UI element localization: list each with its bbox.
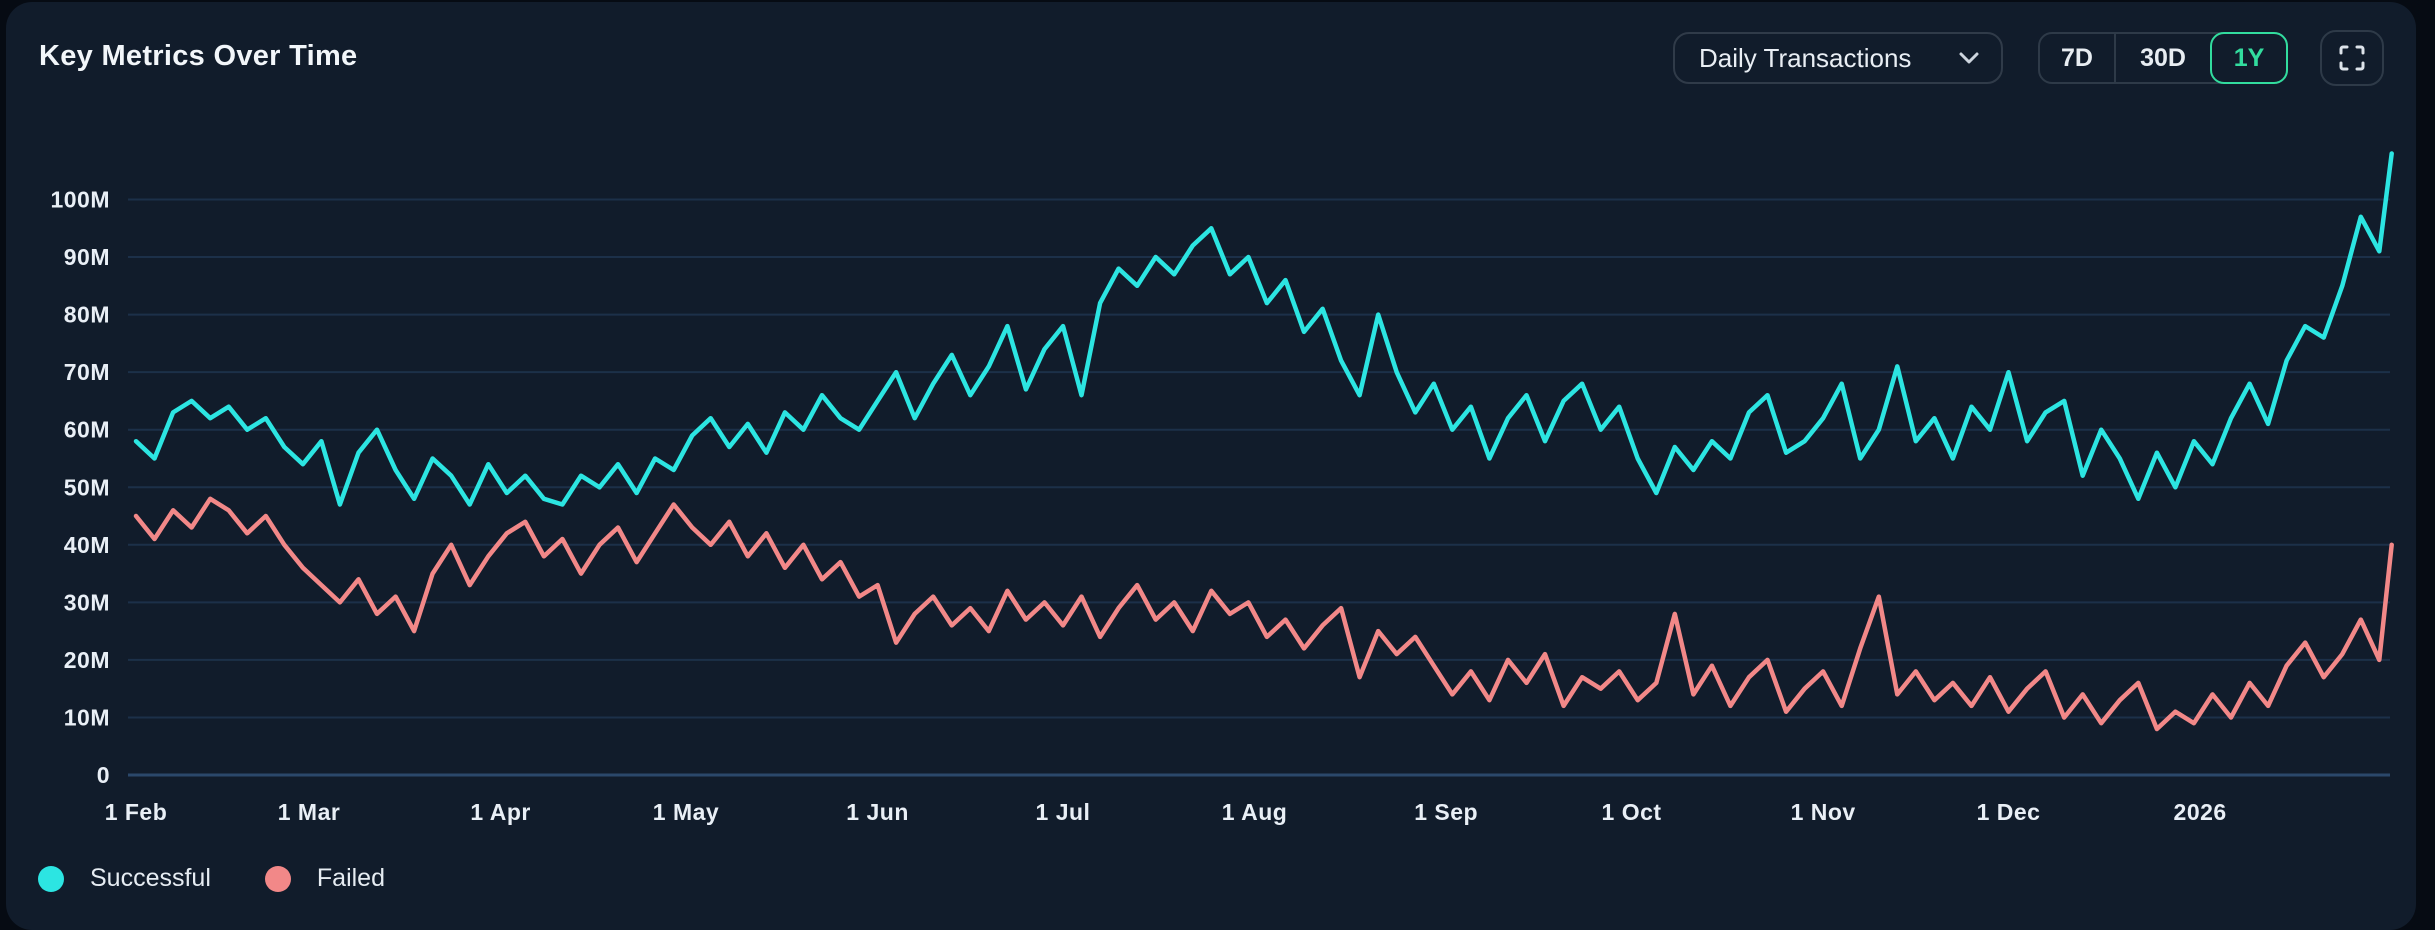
y-tick-label: 80M [64, 302, 110, 328]
x-tick-label: 1 Sep [1414, 799, 1478, 825]
x-tick-label: 1 Dec [1977, 799, 2041, 825]
y-tick-label: 10M [64, 704, 110, 730]
y-tick-label: 100M [50, 187, 110, 213]
chart-card: Key Metrics Over Time Daily Transactions… [6, 2, 2416, 930]
y-tick-label: 90M [64, 244, 110, 270]
x-tick-label: 1 Mar [278, 799, 341, 825]
y-tick-label: 40M [64, 532, 110, 558]
fullscreen-button[interactable] [2320, 30, 2384, 86]
x-tick-label: 1 Nov [1791, 799, 1856, 825]
failed-series-dot [264, 865, 291, 892]
x-tick-label: 1 May [653, 799, 719, 825]
y-tick-label: 0 [97, 762, 110, 788]
x-tick-label: 1 Jun [846, 799, 909, 825]
x-tick-label: 2026 [2174, 799, 2227, 825]
chevron-down-icon [1957, 50, 1981, 66]
x-tick-label: 1 Oct [1602, 799, 1662, 825]
legend-label: Failed [316, 864, 385, 892]
x-tick-label: 1 Jul [1036, 799, 1091, 825]
metrics-line-chart: 0 10M 20M 30M 40M 50M 60M 70M 80M 90M 100M 1 Feb 1 M… [50, 151, 2394, 825]
fullscreen-icon [2338, 44, 2366, 72]
range-button-30d[interactable]: 30D [2114, 34, 2210, 82]
series-failed-line[interactable] [133, 496, 2394, 732]
range-button-7d[interactable]: 7D [2061, 43, 2093, 72]
y-tick-label: 30M [64, 589, 110, 615]
x-tick-label: 1 Apr [470, 799, 530, 825]
y-tick-label: 60M [64, 417, 110, 443]
metric-dropdown-label: Daily Transactions [1699, 42, 1912, 73]
legend-item-failed[interactable]: Failed [264, 864, 385, 893]
y-tick-label: 20M [64, 647, 110, 673]
series-successful-line[interactable] [133, 151, 2394, 507]
successful-series-dot [38, 865, 64, 892]
metric-dropdown[interactable]: Daily Transactions [1673, 32, 2003, 84]
range-button-1y[interactable]: 1Y [2210, 32, 2288, 84]
y-tick-label: 70M [64, 359, 110, 385]
page-title: Key Metrics Over Time [39, 40, 358, 72]
range-button-group: 7D 30D 1Y [2038, 32, 2288, 84]
x-tick-label: 1 Feb [105, 799, 168, 825]
legend-label: Successful [90, 864, 211, 892]
x-tick-label: 1 Aug [1222, 799, 1288, 825]
chart-legend: Successful Failed [38, 864, 385, 893]
legend-item-successful[interactable]: Successful [38, 864, 211, 893]
y-tick-label: 50M [64, 474, 110, 500]
